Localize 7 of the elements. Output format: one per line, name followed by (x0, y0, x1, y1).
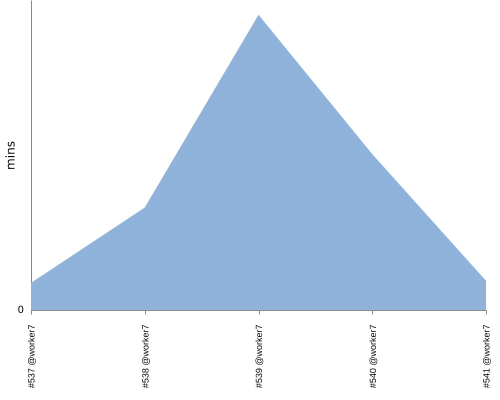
x-tick-label: #540 @worker7 (368, 324, 378, 388)
y-axis-title: mins (4, 141, 18, 170)
text: 0 (18, 305, 24, 316)
x-tick-label: #539 @worker7 (254, 324, 264, 388)
x-tick-label: #537 @worker7 (26, 324, 36, 388)
x-tick-label: #538 @worker7 (140, 324, 150, 388)
x-tick-label: #541 @worker7 (482, 324, 492, 388)
